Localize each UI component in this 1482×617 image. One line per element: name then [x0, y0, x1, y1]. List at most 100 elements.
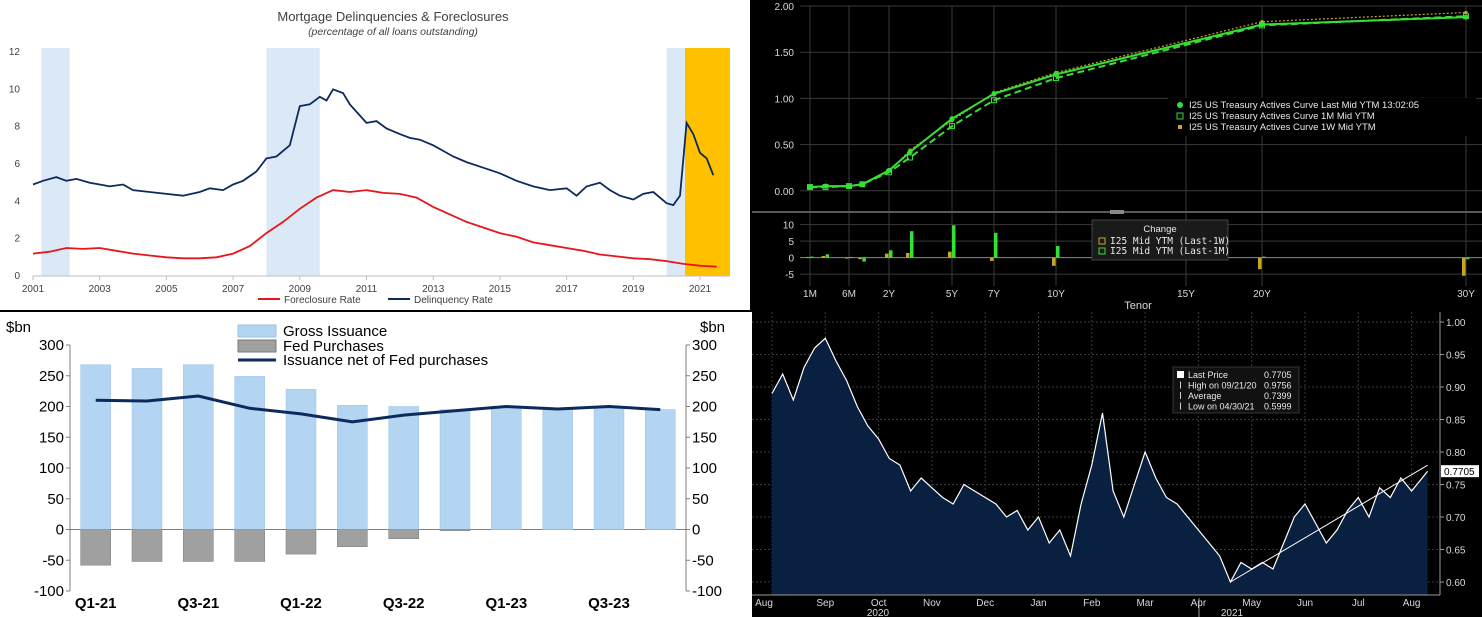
x-tick-label: Q3-23 — [588, 595, 630, 612]
year-label: 2021 — [1221, 608, 1244, 617]
chart-title: Mortgage Delinquencies & Foreclosures — [277, 9, 509, 24]
month-label: Aug — [755, 598, 773, 609]
tenor-tick-label: 1M — [803, 289, 817, 300]
legend-value: 0.7399 — [1264, 391, 1292, 401]
mortgage-chart-panel: Mortgage Delinquencies & Foreclosures (p… — [0, 0, 752, 312]
change-bar — [825, 254, 830, 258]
fed-purchases-bar — [80, 529, 111, 566]
y-tick-label: 300 — [39, 337, 64, 354]
fed-purchases-bar — [388, 529, 419, 539]
mortgage-chart: Mortgage Delinquencies & Foreclosures (p… — [9, 9, 730, 306]
change-bar — [1462, 257, 1466, 276]
price-legend: Last Price 0.7705 High on 09/21/20 0.9756 Av… — [1172, 366, 1300, 414]
y-tick-label: -100 — [34, 583, 64, 600]
gross-issuance-bar — [80, 364, 111, 530]
legend-marker — [1178, 125, 1182, 129]
x-tick-label: Q3-21 — [177, 595, 219, 612]
change-bar — [821, 255, 826, 258]
y-tick-label-right: 50 — [692, 491, 709, 508]
x-tick-label: 2005 — [155, 284, 178, 295]
shaded-period-1 — [266, 48, 320, 276]
change-bar — [810, 256, 814, 258]
gross-issuance-bar — [183, 364, 214, 530]
y-tick-label: 0.80 — [1446, 448, 1466, 459]
bars — [80, 364, 676, 566]
curve-point — [907, 154, 913, 161]
y-tick-label: 0.90 — [1446, 383, 1466, 394]
change-legend-marker — [1098, 237, 1106, 245]
y-tick-label-right: 200 — [692, 399, 717, 416]
legend: Foreclosure Rate Delinquency Rate — [258, 295, 493, 306]
gross-issuance-bar — [388, 406, 419, 530]
tenor-tick-label: 20Y — [1253, 289, 1271, 300]
change-bar — [858, 257, 862, 260]
y-tick-label-right: 150 — [692, 429, 717, 446]
change-bar — [1258, 257, 1262, 270]
month-label: Mar — [1136, 598, 1154, 609]
change-legend-label: I25 Mid YTM (Last-1M) — [1110, 246, 1230, 257]
change-title: Change — [1143, 224, 1176, 235]
y-tick-label: 8 — [14, 122, 20, 133]
y-tick-label: 200 — [39, 399, 64, 416]
last-price-panel: Last Price 0.7705 High on 09/21/20 0.9756 Av… — [752, 312, 1482, 617]
gross-issuance-bar — [337, 405, 368, 530]
x-tick-label: 2015 — [489, 284, 512, 295]
y-tick-label: 2 — [14, 234, 20, 245]
x-tick-label: 2017 — [555, 284, 578, 295]
legend-label: Delinquency Rate — [414, 295, 493, 306]
y-axis-label: $bn — [6, 319, 31, 336]
curve-point — [1260, 20, 1264, 24]
legend-label: Low on 04/30/21 — [1188, 402, 1255, 412]
y-tick-label: 6 — [14, 159, 20, 170]
legend-value: 0.9756 — [1264, 381, 1292, 391]
fed-purchases-bar — [234, 529, 265, 562]
y-tick-label: 0.70 — [1446, 513, 1466, 524]
curve-point — [823, 183, 829, 189]
y-tick-label: 0.50 — [775, 141, 795, 152]
legend-value: 0.5999 — [1264, 402, 1292, 412]
axes: 0 2 4 6 8 10 12 2001 2003 2005 2007 2009 2011 2013 201… — [9, 47, 730, 295]
legend-swatch-fed — [237, 339, 277, 353]
tenor-tick-label: 15Y — [1177, 289, 1195, 300]
y-tick-label: 0.00 — [775, 187, 795, 198]
curve-legend: I25 US Treasury Actives Curve Last Mid Y… — [1168, 98, 1476, 136]
series-lines — [32, 88, 717, 268]
month-label: Dec — [976, 598, 994, 609]
last-value-tag: 0.7705 — [1444, 467, 1475, 478]
change-y-tick-label: 0 — [788, 254, 794, 265]
y-tick-label: -50 — [42, 552, 64, 569]
y-tick-label: 0 — [14, 271, 20, 282]
legend-value: 0.7705 — [1264, 370, 1292, 380]
net-issuance-line — [95, 394, 661, 424]
y-tick-label: 150 — [39, 429, 64, 446]
x-tick-label: Q3-22 — [383, 595, 425, 612]
month-label: Oct — [871, 598, 887, 609]
month-label: May — [1242, 598, 1261, 609]
change-bar — [1052, 257, 1056, 266]
month-label: Aug — [1403, 598, 1421, 609]
gridlines: 2.00 1.50 1.00 0.50 0.00 — [752, 2, 1482, 286]
y-tick-label: 0.75 — [1446, 481, 1466, 492]
month-label: Nov — [923, 598, 941, 609]
gross-issuance-bar — [234, 376, 265, 530]
tenor-tick-label: 7Y — [988, 289, 1001, 300]
x-axis-label: Tenor — [1124, 300, 1152, 312]
month-label: Feb — [1083, 598, 1101, 609]
y-tick-label: 1.00 — [775, 94, 795, 105]
change-bar — [885, 253, 889, 258]
gross-issuance-bar — [131, 368, 163, 530]
series-line-foreclosure-rate — [32, 189, 717, 268]
curve-point — [1463, 14, 1469, 20]
legend-marker — [1176, 112, 1184, 120]
change-bar — [990, 257, 994, 261]
legend-label: High on 09/21/20 — [1188, 381, 1257, 391]
y-tick-label: 100 — [39, 460, 64, 477]
y-tick-label: 0 — [56, 522, 64, 539]
legend-label: Fed Purchases — [283, 338, 384, 355]
y-tick-label: 10 — [9, 84, 21, 95]
gross-issuance-bar — [491, 406, 522, 530]
fed-purchases-bar — [439, 529, 471, 531]
y-tick-label: 250 — [39, 368, 64, 385]
x-tick-label: 2003 — [89, 284, 112, 295]
